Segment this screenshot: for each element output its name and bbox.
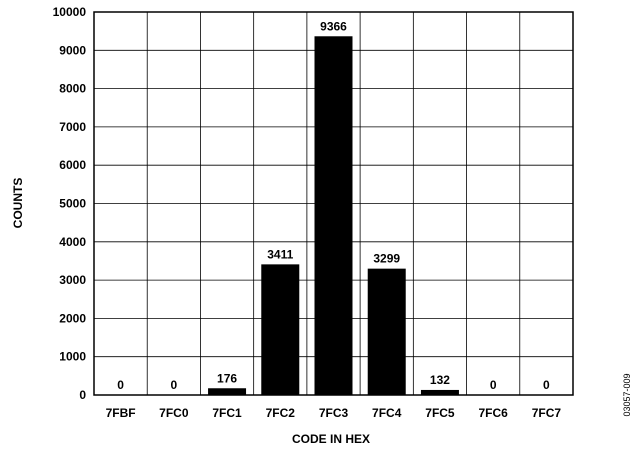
bar-value-label: 0 [490, 378, 497, 392]
bar-labels: 0 0 176 3411 9366 3299 132 0 0 [117, 19, 550, 392]
y-tick-label: 3000 [59, 273, 86, 287]
x-tick-label: 7FC0 [159, 406, 189, 420]
x-tick-label: 7FBF [106, 406, 136, 420]
x-tick-label: 7FC6 [478, 406, 508, 420]
figure-id: 03057-009 [622, 373, 632, 416]
x-tick-label: 7FC1 [212, 406, 242, 420]
y-tick-label: 10000 [53, 5, 87, 19]
bar-7fc5 [420, 389, 459, 395]
y-axis-label: COUNTS [11, 178, 25, 229]
y-tick-label: 6000 [59, 158, 86, 172]
bar-value-label: 132 [430, 373, 450, 387]
bar-7fc4 [367, 268, 406, 395]
y-tick-label: 1000 [59, 350, 86, 364]
bar-value-label: 0 [543, 378, 550, 392]
bar-7fc3 [314, 36, 353, 396]
bars [208, 36, 459, 396]
y-tick-label: 9000 [59, 43, 86, 57]
bar-value-label: 0 [117, 378, 124, 392]
x-tick-label: 7FC5 [425, 406, 455, 420]
y-tick-labels: 0 1000 2000 3000 4000 5000 6000 7000 8000 9000 100… [53, 5, 87, 402]
x-tick-label: 7FC3 [319, 406, 349, 420]
x-tick-label: 7FC4 [372, 406, 402, 420]
y-tick-label: 7000 [59, 120, 86, 134]
bar-value-label: 0 [170, 378, 177, 392]
x-tick-label: 7FC7 [532, 406, 562, 420]
bar-value-label: 9366 [320, 19, 347, 33]
y-tick-label: 0 [79, 388, 86, 402]
bar-value-label: 176 [217, 371, 237, 385]
y-tick-label: 2000 [59, 311, 86, 325]
bar-7fc2 [261, 264, 300, 395]
bar-7fc1 [208, 388, 247, 395]
x-axis-label: CODE IN HEX [292, 432, 370, 446]
x-tick-labels: 7FBF 7FC0 7FC1 7FC2 7FC3 7FC4 7FC5 7FC6 7FC7 [106, 406, 562, 420]
bar-value-label: 3299 [373, 252, 400, 266]
bar-value-label: 3411 [267, 247, 293, 261]
y-tick-label: 4000 [59, 235, 86, 249]
plot-frame [93, 11, 574, 396]
y-tick-label: 5000 [59, 197, 86, 211]
x-tick-label: 7FC2 [266, 406, 296, 420]
y-tick-label: 8000 [59, 82, 86, 96]
